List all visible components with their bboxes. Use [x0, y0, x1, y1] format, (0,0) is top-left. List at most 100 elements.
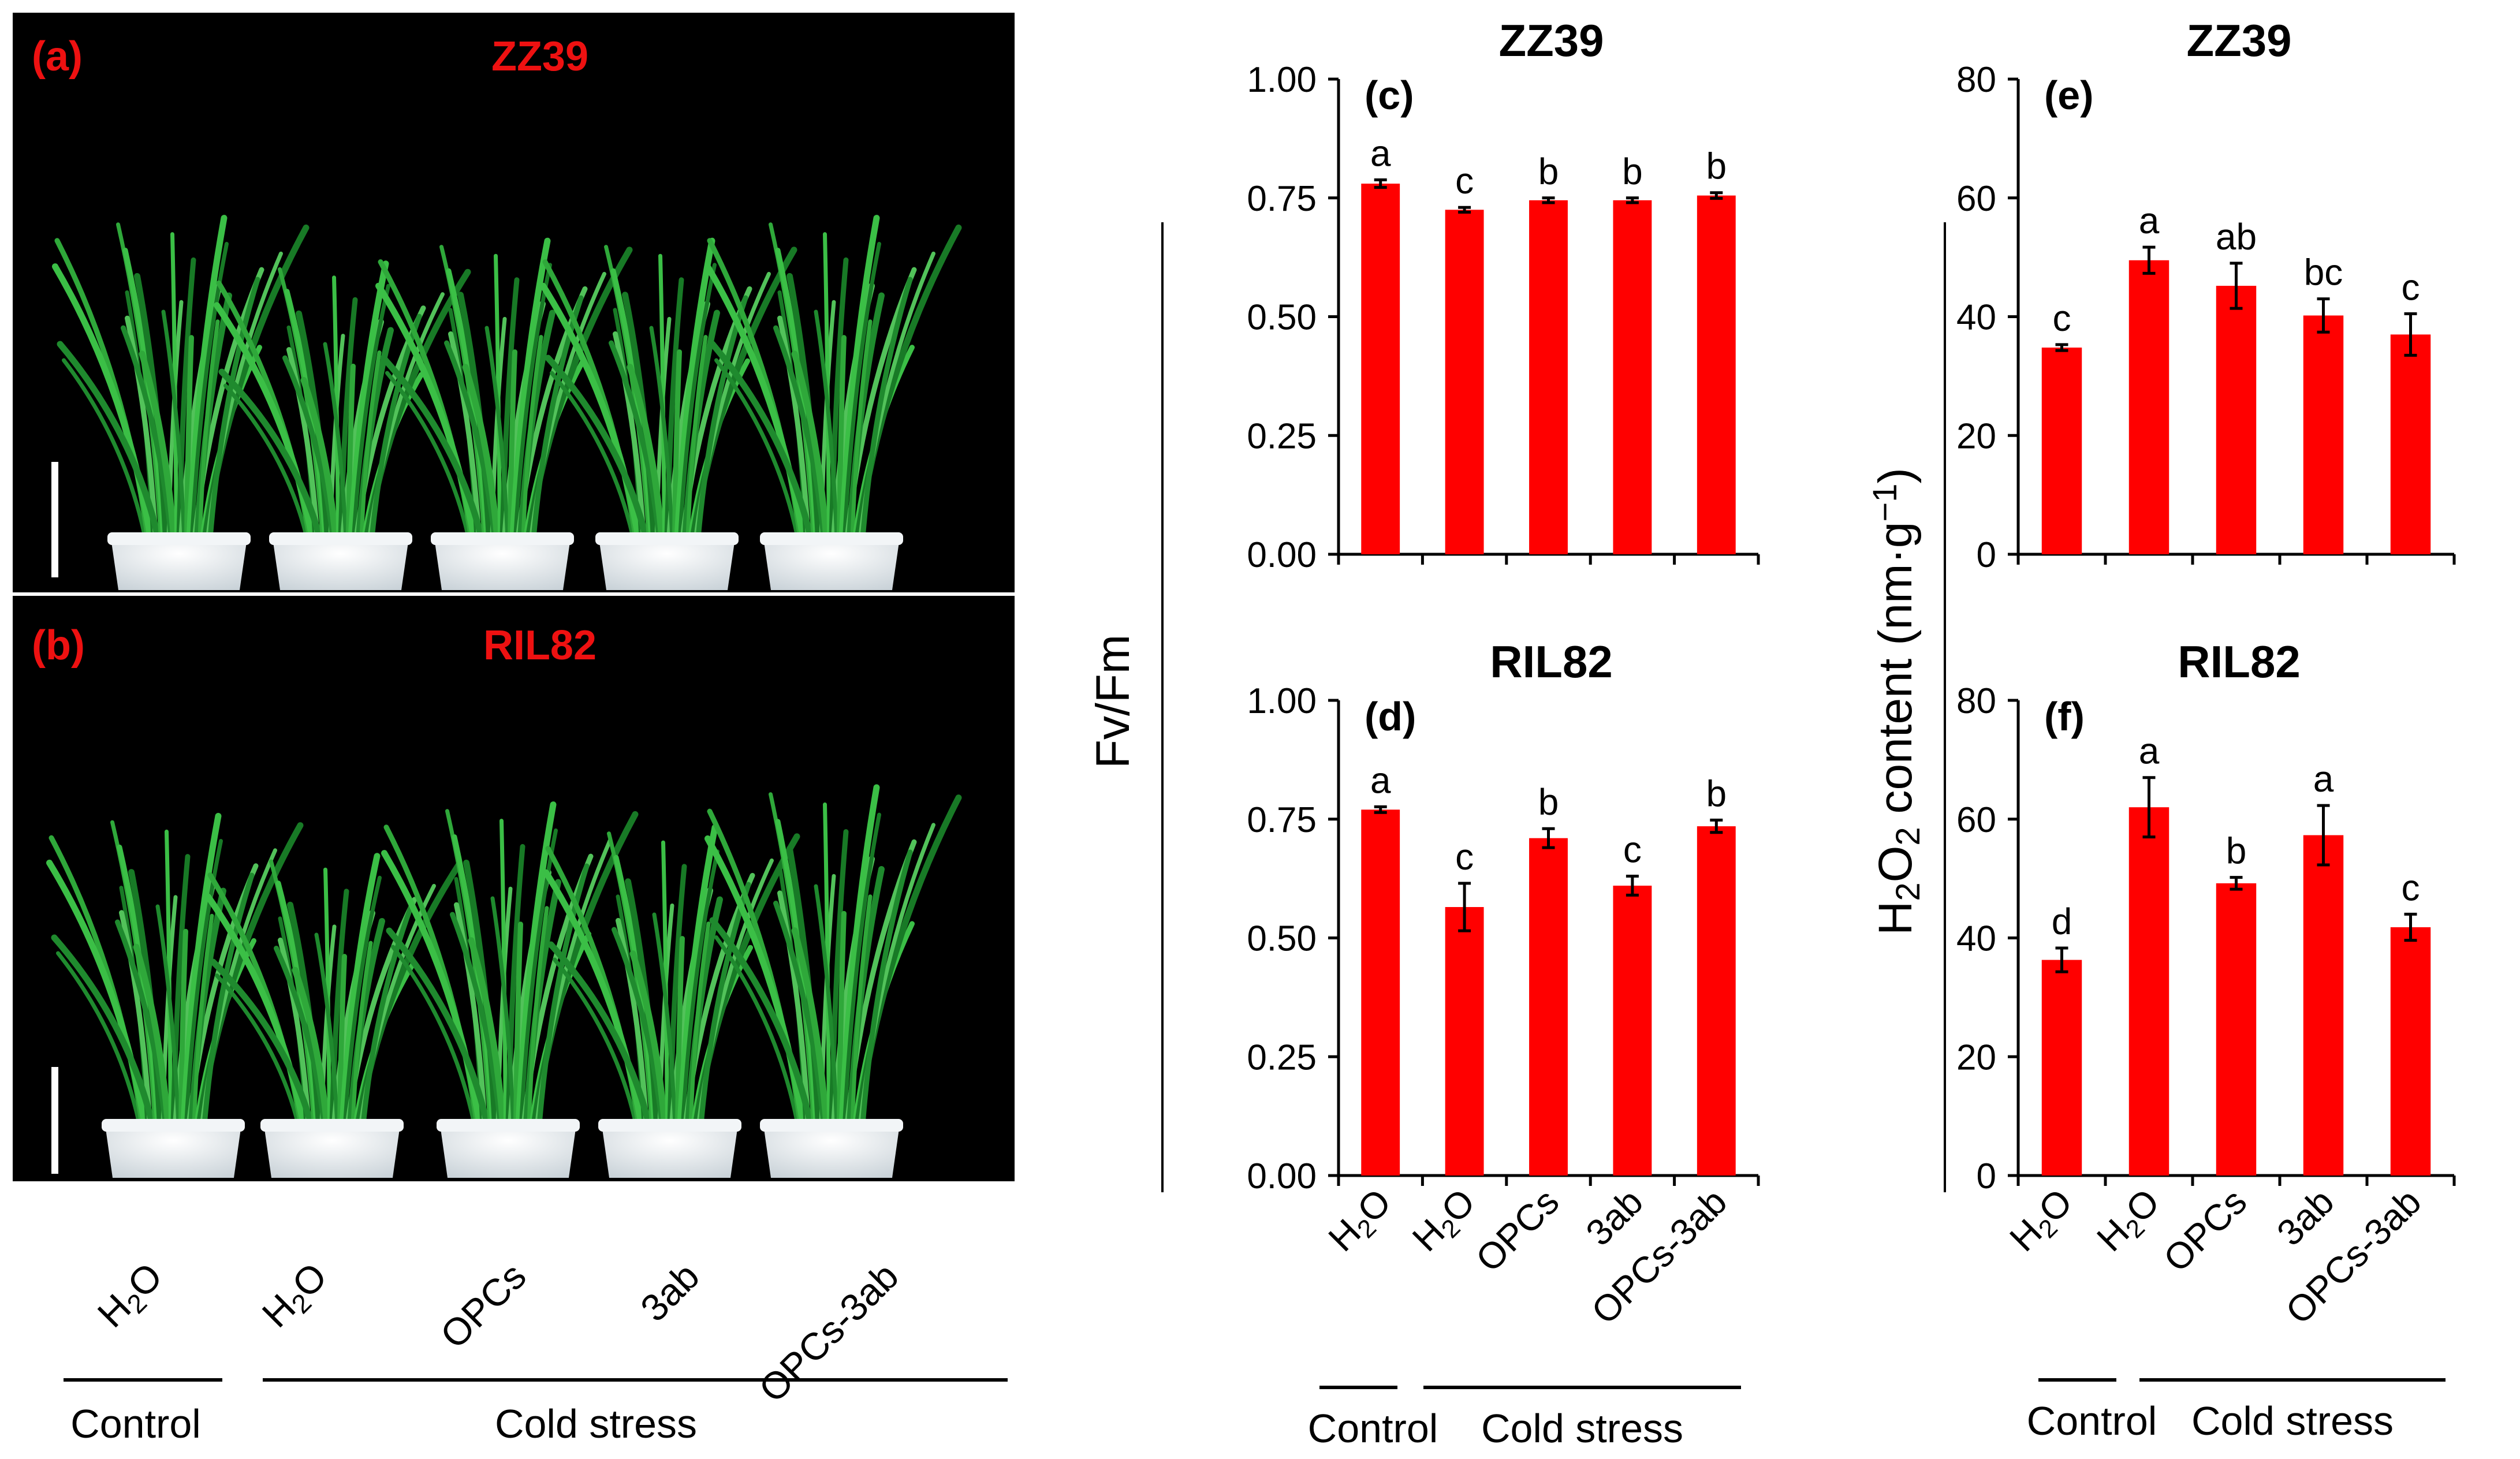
x-category-label: H2O — [1320, 1181, 1402, 1263]
rice-leaf — [704, 835, 806, 1128]
rice-leaf — [837, 911, 847, 1128]
rice-leaf — [688, 921, 711, 1127]
rice-leaf — [609, 340, 662, 541]
plant-pot-rim — [107, 532, 251, 545]
group-label-control: Control — [1308, 1406, 1438, 1451]
rice-leaf — [444, 340, 497, 541]
rice-leaf — [674, 237, 715, 542]
bar-3 — [2216, 883, 2257, 1176]
rice-leaf — [531, 295, 584, 541]
rice-leaf — [115, 919, 168, 1128]
plant-pot — [264, 1125, 400, 1178]
significance-letter-3: b — [2226, 830, 2247, 872]
rice-leaf — [329, 889, 349, 1128]
y-tick-label: 80 — [1956, 681, 1996, 721]
significance-letter-3: b — [1538, 151, 1559, 192]
error-bar-2 — [1458, 206, 1471, 214]
significance-letter-4: bc — [2304, 252, 2343, 293]
y-tick-label: 0.50 — [1247, 298, 1317, 338]
rice-leaf — [391, 945, 476, 1127]
error-bar-4 — [1626, 875, 1639, 897]
y-tick-label: 0.25 — [1247, 1038, 1317, 1077]
plant-pot — [763, 538, 900, 590]
rice-leaf — [155, 904, 181, 1127]
rice-leaf — [314, 932, 340, 1127]
y-tick-label: 0 — [1977, 1156, 1996, 1196]
plant-pot-rim — [269, 532, 412, 545]
rice-leaf — [791, 927, 830, 1128]
rice-leaf — [777, 890, 811, 1128]
x-category-label: H2O — [2001, 1181, 2083, 1263]
rice-leaf — [56, 951, 141, 1127]
rice-leaf — [843, 241, 881, 540]
rice-leaf — [46, 859, 148, 1128]
rice-leaf — [186, 215, 228, 542]
y-tick-label: 0 — [1977, 535, 1996, 575]
rice-leaf — [508, 349, 517, 541]
rice-leaf — [215, 973, 300, 1127]
significance-letter-1: a — [1370, 132, 1391, 174]
plant-pot — [111, 538, 247, 590]
bar-4 — [1613, 200, 1652, 554]
x-label-4: 3ab — [1578, 1181, 1650, 1253]
rice-leaf — [685, 335, 708, 540]
rice-leaf — [339, 853, 381, 1128]
x-label-1: H2O — [1320, 1181, 1402, 1263]
significance-letter-5: c — [2402, 266, 2420, 308]
rice-leaf — [170, 854, 191, 1128]
rice-leaf — [505, 844, 525, 1128]
error-bar-5 — [2404, 312, 2417, 357]
rice-leaf — [843, 812, 881, 1127]
error-bar-3 — [1542, 196, 1555, 204]
significance-letter-2: c — [1455, 160, 1474, 202]
rice-leaf — [359, 350, 382, 540]
chart-title: ZZ39 — [1498, 15, 1604, 66]
panel-label: (d) — [1365, 694, 1416, 739]
significance-letter-5: b — [1706, 773, 1727, 814]
rice-leaf — [381, 850, 483, 1128]
panel-label-b: (b) — [32, 622, 85, 669]
rice-leaf — [490, 896, 516, 1127]
rice-leaf — [791, 350, 830, 542]
error-bar-3 — [2230, 262, 2243, 310]
bar-2 — [2128, 260, 2169, 554]
chart-f: 0 20 40 60 80 d a b a c (f) RIL82 — [1956, 636, 2456, 1196]
plant-pot-rim — [260, 1119, 404, 1132]
rice-leaf — [838, 784, 880, 1128]
y-tick-label: 40 — [1956, 298, 1996, 338]
rice-leaf — [178, 928, 188, 1128]
rice-leaf — [207, 277, 260, 541]
rice-leaf — [494, 253, 502, 540]
fv-ylabel-group: Fv/Fm — [1087, 222, 1164, 1192]
h2o2-ylabel-group: H2O2 content (nm·g−1) — [1866, 222, 1946, 1192]
rice-leaf — [338, 297, 358, 541]
rice-leaf — [468, 937, 506, 1128]
rice-leaf — [709, 917, 814, 1128]
y-tick-label: 0.00 — [1247, 1156, 1317, 1196]
significance-letter-4: b — [1622, 151, 1643, 192]
x-label-3: OPCs — [2156, 1181, 2255, 1280]
photo-xlabel-4: 3ab — [632, 1255, 707, 1330]
rice-leaf — [629, 950, 668, 1128]
photo-group-control: Control — [70, 1401, 201, 1446]
photo-xlabel-1: H2O — [89, 1255, 173, 1339]
bar-3 — [1529, 838, 1568, 1176]
rice-leaf — [332, 275, 340, 540]
chart-d: 0.00 0.25 0.50 0.75 1.00 a c b c b (d) RIL82 — [1247, 636, 1760, 1196]
rice-leaf — [677, 824, 718, 1128]
rice-leaf — [536, 863, 590, 1128]
rice-leaf — [300, 376, 339, 542]
rice-leaf — [814, 309, 839, 540]
plant-pot — [105, 1125, 241, 1178]
rice-leaf — [823, 802, 831, 1127]
significance-letter-3: b — [1538, 781, 1559, 823]
rice-leaf — [352, 283, 390, 540]
rice-leaf — [547, 941, 653, 1128]
plant-pot-rim — [431, 532, 574, 545]
y-tick-label: 0.00 — [1247, 535, 1317, 575]
rice-leaf — [667, 864, 687, 1128]
rice-leaf — [484, 326, 510, 540]
plant-pot-rim — [760, 1119, 903, 1132]
